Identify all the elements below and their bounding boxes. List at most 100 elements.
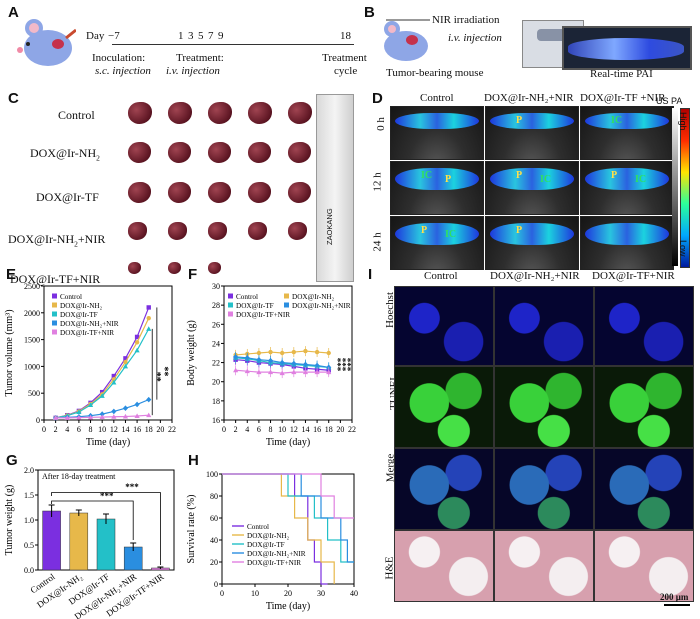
- data-point: [122, 413, 129, 419]
- bar: [42, 510, 61, 571]
- significance-mark: **: [151, 372, 162, 382]
- pai-image: P IC: [580, 161, 674, 215]
- legend-label: DOX@Ir-NH₂: [247, 532, 290, 540]
- data-point: [76, 414, 82, 420]
- tumor-sample: [288, 182, 311, 203]
- x-tick-label: 40: [350, 589, 358, 598]
- data-point: [134, 340, 140, 345]
- legend-label: DOX@Ir-TF: [60, 311, 98, 319]
- significance-mark: ***: [343, 358, 353, 372]
- panel-label-e: E: [6, 266, 17, 283]
- pai-marker: IC: [421, 170, 433, 181]
- x-tick-label: 22: [348, 425, 356, 434]
- low-label: Low: [678, 240, 688, 257]
- pai-marker: P: [445, 174, 452, 185]
- pai-caption: Real-time PAI: [590, 68, 653, 80]
- data-point: [134, 334, 140, 340]
- ruler: ZAOKANG: [316, 94, 354, 282]
- data-point: [123, 359, 128, 365]
- data-point: [267, 369, 274, 375]
- x-axis-label: Time (day): [266, 601, 310, 612]
- data-point: [146, 305, 151, 310]
- legend-label: Control: [236, 293, 258, 301]
- us-colorbar: [672, 108, 678, 266]
- micrograph-grid: [394, 286, 694, 614]
- tumor-weight-chart: 0.0 0.5 1.0 1.5 2.0 Tumor weight (g) After 18-…: [4, 466, 175, 619]
- x-tick-label: 14: [301, 425, 309, 434]
- tumor-sample: [128, 142, 151, 163]
- micrograph: [394, 286, 494, 366]
- data-point: [134, 347, 140, 353]
- pa-signal: [584, 168, 670, 190]
- data-point: [122, 363, 129, 369]
- cycle-label-2: cycle: [334, 65, 358, 77]
- legend-swatch: [52, 293, 57, 299]
- micrograph: [494, 530, 594, 602]
- pai-col-header: DOX@Ir-TF +NIR: [580, 92, 666, 104]
- x-tick-label: 18: [145, 425, 153, 434]
- timeline-tick: 7: [208, 30, 214, 42]
- legend-label: DOX@Ir-TF+NIR: [247, 559, 301, 567]
- y-tick-label: 24: [212, 339, 220, 348]
- x-tick-label: 2: [234, 425, 238, 434]
- x-axis-label: Time (day): [86, 437, 130, 448]
- micrograph: [494, 286, 594, 366]
- pai-image: P: [485, 106, 579, 160]
- legend-label: Control: [60, 293, 82, 301]
- tumor-sample: [288, 102, 312, 124]
- inoculation-label-2: s.c. injection: [95, 65, 151, 77]
- significance-mark: ***: [100, 491, 114, 501]
- x-tick-label: 22: [168, 425, 176, 434]
- data-point: [314, 369, 320, 375]
- x-tick-label: 0: [222, 425, 226, 434]
- tumor-sample: [168, 182, 191, 203]
- pai-image-grid: P IC IC P P IC P IC P IC P: [390, 106, 674, 270]
- y-tick-label: 16: [212, 416, 220, 425]
- tumor-sample: [128, 222, 148, 240]
- pai-image: P IC: [390, 216, 484, 270]
- iv-label: i.v. injection: [448, 32, 502, 44]
- y-tick-label: 0: [36, 416, 40, 425]
- pai-marker: IC: [635, 174, 647, 185]
- y-tick-label: 60: [210, 514, 218, 523]
- chart-note: After 18-day treatment: [42, 472, 116, 481]
- data-point: [111, 414, 117, 419]
- timeline-tick: 5: [198, 30, 204, 42]
- data-point: [279, 370, 285, 376]
- legend-label: DOX@Ir-TF: [236, 302, 274, 310]
- x-tick-label: 18: [325, 425, 333, 434]
- pa-signal: [584, 223, 670, 245]
- panel-label-h: H: [188, 452, 199, 469]
- tumor-sample: [288, 222, 308, 240]
- data-point: [122, 405, 129, 412]
- data-point: [99, 414, 105, 420]
- mouse-illustration: [14, 14, 77, 70]
- pa-signal: [394, 113, 480, 129]
- x-tick-label: 2: [54, 425, 58, 434]
- data-point: [53, 415, 59, 420]
- data-point: [134, 413, 140, 418]
- scale-bar-label: 200 μm: [660, 592, 689, 602]
- data-point: [256, 350, 262, 356]
- data-point: [99, 393, 105, 398]
- timeline-tick: 18: [340, 30, 351, 42]
- significance-mark: ***: [333, 358, 343, 372]
- x-tick-label: 16: [313, 425, 321, 434]
- timeline-tick: 3: [188, 30, 194, 42]
- legend-swatch: [52, 311, 57, 317]
- pai-marker: IC: [445, 229, 457, 240]
- y-tick-label: 18: [212, 397, 220, 406]
- micrograph: [594, 286, 694, 366]
- micrograph: [494, 448, 594, 530]
- plot-frame: [223, 285, 353, 421]
- legend-label: DOX@Ir-TF+NIR: [60, 329, 114, 337]
- group-label: DOX@Ir-NH2+NIR: [8, 232, 106, 249]
- y-tick-label: 2500: [24, 282, 40, 291]
- y-tick-label: 500: [28, 389, 40, 398]
- nir-label: NIR irradiation: [432, 14, 500, 26]
- data-point: [326, 350, 331, 356]
- data-point: [87, 414, 94, 420]
- us-pa-label: US PA: [656, 96, 683, 106]
- y-tick-label: 40: [210, 536, 218, 545]
- y-tick-label: 20: [212, 378, 220, 387]
